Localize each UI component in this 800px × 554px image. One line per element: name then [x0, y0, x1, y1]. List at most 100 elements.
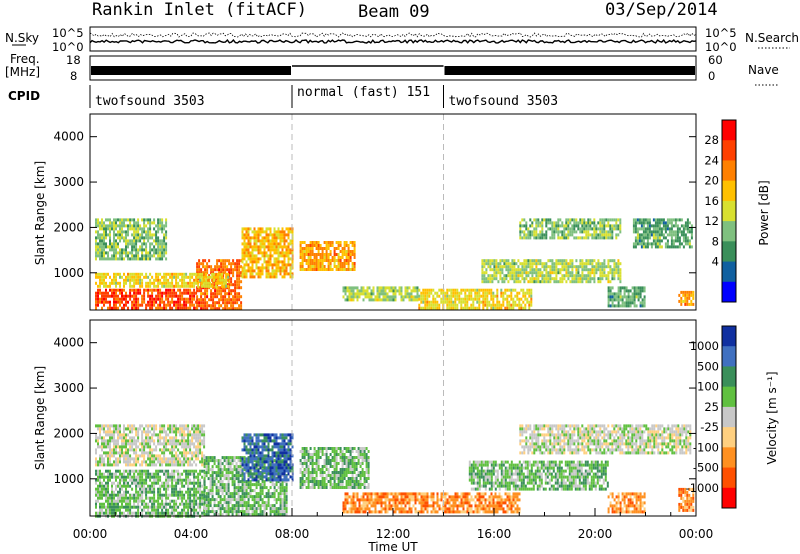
- echo-cell: [107, 487, 109, 491]
- echo-cell: [684, 242, 687, 246]
- echo-cell: [137, 505, 140, 509]
- echo-cell: [197, 281, 200, 285]
- echo-cell: [95, 472, 97, 476]
- echo-cell: [129, 224, 132, 228]
- echo-cell: [686, 296, 689, 300]
- echo-cell: [97, 242, 99, 246]
- echo-cell: [259, 242, 262, 246]
- echo-cell: [177, 439, 180, 443]
- echo-cell: [228, 292, 231, 296]
- echo-cell: [117, 430, 119, 434]
- echo-cell: [187, 442, 190, 446]
- echo-cell: [175, 451, 178, 455]
- echo-cell: [143, 288, 146, 292]
- echo-cell: [648, 227, 651, 231]
- echo-cell: [382, 292, 385, 296]
- echo-cell: [173, 445, 176, 449]
- echo-cell: [613, 262, 616, 266]
- echo-cell: [517, 271, 520, 275]
- echo-cell: [207, 510, 210, 514]
- echo-cell: [636, 227, 639, 231]
- echo-cell: [567, 271, 570, 275]
- echo-cell: [228, 307, 231, 311]
- echo-cell: [115, 239, 117, 243]
- echo-cell: [281, 251, 284, 255]
- echo-cell: [229, 471, 232, 475]
- echo-cell: [670, 230, 673, 234]
- echo-cell: [193, 303, 196, 307]
- echo-cell: [238, 298, 241, 302]
- echo-cell: [113, 463, 115, 467]
- echo-cell: [543, 280, 546, 284]
- echo-cell: [247, 251, 250, 255]
- echo-cell: [670, 233, 673, 237]
- echo-cell: [195, 436, 198, 440]
- echo-cell: [199, 496, 202, 500]
- echo-cell: [99, 221, 101, 225]
- echo-cell: [137, 281, 140, 285]
- echo-cell: [599, 233, 602, 237]
- echo-cell: [637, 292, 640, 296]
- echo-cell: [177, 454, 180, 458]
- echo-cell: [236, 262, 239, 266]
- echo-cell: [317, 262, 320, 265]
- echo-cell: [265, 245, 268, 249]
- echo-cell: [101, 439, 103, 443]
- echo-cell: [486, 288, 489, 292]
- echo-cell: [217, 480, 220, 484]
- echo-cell: [107, 511, 109, 515]
- echo-cell: [133, 448, 136, 452]
- echo-cell: [555, 274, 558, 278]
- echo-cell: [137, 478, 140, 482]
- echo-cell: [599, 224, 602, 228]
- echo-cell: [219, 471, 222, 475]
- echo-cell: [641, 286, 644, 290]
- echo-cell: [571, 218, 574, 222]
- echo-cell: [117, 463, 119, 467]
- echo-cell: [482, 297, 485, 301]
- echo-cell: [221, 278, 224, 282]
- echo-cell: [617, 295, 620, 299]
- echo-cell: [113, 475, 115, 479]
- echo-cell: [133, 288, 136, 292]
- echo-cell: [129, 505, 132, 509]
- echo-cell: [525, 268, 528, 272]
- echo-cell: [141, 475, 144, 479]
- echo-cell: [153, 496, 156, 500]
- echo-cell: [227, 459, 230, 463]
- echo-cell: [159, 442, 162, 446]
- echo-cell: [107, 460, 109, 464]
- echo-cell: [605, 277, 608, 281]
- echo-cell: [141, 511, 144, 515]
- echo-cell: [535, 265, 538, 269]
- echo-cell: [251, 245, 254, 249]
- echo-cell: [223, 507, 226, 511]
- echo-cell: [129, 251, 132, 255]
- echo-cell: [139, 469, 142, 473]
- echo-cell: [109, 448, 111, 452]
- echo-cell: [121, 291, 123, 295]
- echo-cell: [105, 496, 107, 500]
- echo-cell: [513, 265, 516, 269]
- echo-cell: [666, 239, 669, 243]
- echo-cell: [159, 303, 162, 307]
- echo-cell: [99, 487, 101, 491]
- echo-cell: [587, 271, 590, 275]
- echo-cell: [666, 224, 669, 228]
- echo-cell: [199, 484, 202, 488]
- echo-cell: [569, 227, 572, 231]
- echo-cell: [119, 475, 121, 479]
- echo-cell: [155, 236, 158, 240]
- echo-cell: [109, 227, 111, 231]
- echo-cell: [207, 495, 210, 499]
- echo-cell: [117, 281, 119, 285]
- echo-cell: [547, 271, 550, 275]
- echo-cell: [225, 492, 228, 496]
- echo-cell: [139, 475, 142, 479]
- echo-cell: [605, 274, 608, 278]
- echo-cell: [690, 230, 693, 234]
- echo-cell: [303, 256, 306, 259]
- echo-cell: [209, 510, 212, 514]
- echo-cell: [273, 263, 276, 267]
- echo-cell: [97, 439, 99, 443]
